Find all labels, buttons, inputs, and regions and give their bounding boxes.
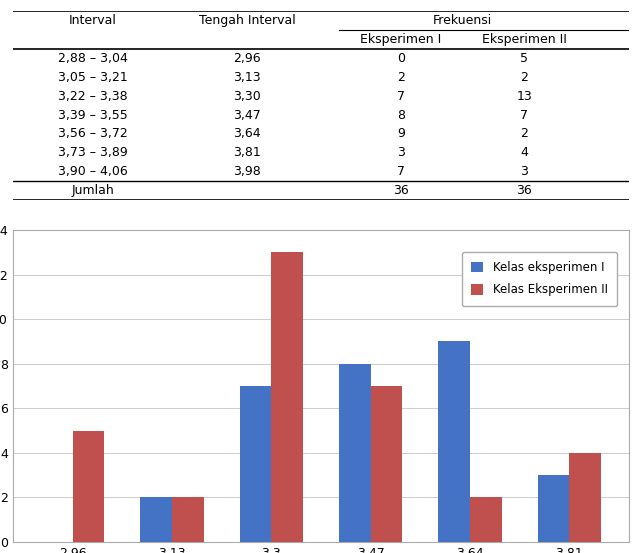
Text: 36: 36	[517, 184, 532, 197]
Text: 13: 13	[517, 90, 532, 103]
Text: 3,56 – 3,72: 3,56 – 3,72	[58, 127, 128, 140]
Bar	[370, 386, 403, 542]
Text: 3,90 – 4,06: 3,90 – 4,06	[58, 165, 128, 178]
Text: 3,05 – 3,21: 3,05 – 3,21	[58, 71, 128, 84]
Text: 3,22 – 3,38: 3,22 – 3,38	[58, 90, 128, 103]
Bar	[239, 386, 272, 542]
Text: 36: 36	[394, 184, 409, 197]
Text: 5: 5	[521, 52, 528, 65]
Bar	[272, 252, 303, 542]
Text: 2: 2	[521, 127, 528, 140]
Text: Frekuensi: Frekuensi	[433, 14, 492, 27]
Text: 7: 7	[397, 90, 405, 103]
Bar	[569, 453, 601, 542]
Text: 4: 4	[521, 147, 528, 159]
Text: 7: 7	[521, 108, 528, 122]
Bar	[140, 497, 172, 542]
Text: 3: 3	[397, 147, 405, 159]
Text: 3,39 – 3,55: 3,39 – 3,55	[58, 108, 128, 122]
Text: Eksperimen II: Eksperimen II	[482, 33, 567, 46]
Text: 2,96: 2,96	[233, 52, 261, 65]
Legend: Kelas eksperimen I, Kelas Eksperimen II: Kelas eksperimen I, Kelas Eksperimen II	[462, 252, 617, 306]
Bar	[73, 431, 105, 542]
Text: 2: 2	[397, 71, 405, 84]
Text: Eksperimen I: Eksperimen I	[361, 33, 442, 46]
Text: 3,47: 3,47	[233, 108, 261, 122]
Text: 3,30: 3,30	[233, 90, 261, 103]
Text: Interval: Interval	[69, 14, 117, 27]
Text: 0: 0	[397, 52, 405, 65]
Text: 3: 3	[521, 165, 528, 178]
Bar	[537, 475, 569, 542]
Text: Jumlah: Jumlah	[72, 184, 114, 197]
Text: 3,73 – 3,89: 3,73 – 3,89	[58, 147, 128, 159]
Text: 3,81: 3,81	[233, 147, 261, 159]
Text: 8: 8	[397, 108, 405, 122]
Text: 3,13: 3,13	[233, 71, 261, 84]
Text: 9: 9	[397, 127, 405, 140]
Text: 2,88 – 3,04: 2,88 – 3,04	[58, 52, 128, 65]
Bar	[172, 497, 204, 542]
Text: Tengah Interval: Tengah Interval	[198, 14, 295, 27]
Text: 2: 2	[521, 71, 528, 84]
Bar	[339, 364, 370, 542]
Bar	[470, 497, 502, 542]
Bar	[438, 341, 470, 542]
Text: 3,98: 3,98	[233, 165, 261, 178]
Text: 3,64: 3,64	[233, 127, 261, 140]
Text: 7: 7	[397, 165, 405, 178]
